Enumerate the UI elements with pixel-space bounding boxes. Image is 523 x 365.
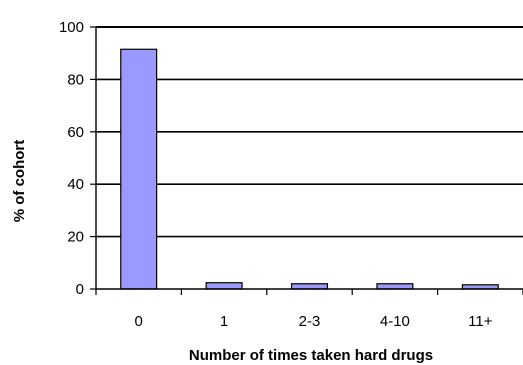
gridlines xyxy=(96,26,523,238)
bar xyxy=(290,283,329,290)
x-tick-label: 2-3 xyxy=(299,313,321,330)
y-tick-label: 0 xyxy=(76,281,84,298)
bar xyxy=(205,282,243,290)
bar xyxy=(120,48,158,290)
axes xyxy=(90,26,523,295)
y-tick-labels: 0 20 40 60 80 100 xyxy=(59,19,84,298)
x-tick-labels: 0 1 2-3 4-10 11+ xyxy=(135,313,493,330)
bar xyxy=(376,283,414,290)
x-tick-label: 11+ xyxy=(468,313,493,330)
x-tick-label: 0 xyxy=(135,313,143,330)
y-tick-label: 20 xyxy=(67,229,84,246)
x-tick-label: 4-10 xyxy=(380,313,410,330)
y-tick-label: 80 xyxy=(67,71,84,88)
x-axis-title: Number of times taken hard drugs xyxy=(189,347,433,364)
bars xyxy=(120,48,499,290)
y-tick-label: 40 xyxy=(67,176,84,193)
y-tick-label: 100 xyxy=(59,19,84,36)
x-tick-label: 1 xyxy=(220,313,228,330)
y-axis-title: % of cohort xyxy=(11,140,28,223)
y-tick-label: 60 xyxy=(67,124,84,141)
